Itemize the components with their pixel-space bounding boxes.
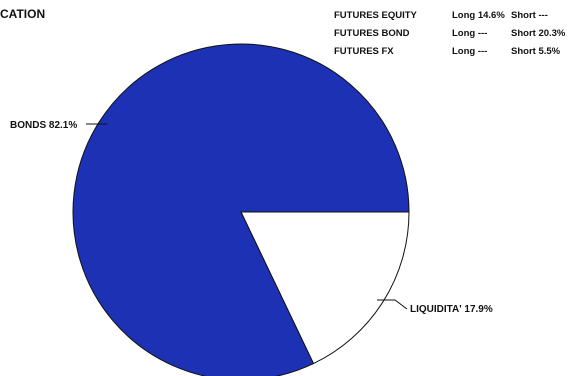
- futures-row-long: Long ---: [452, 28, 487, 39]
- futures-row-long: Long 14.6%: [452, 10, 505, 21]
- slice-label: LIQUIDITA' 17.9%: [410, 304, 493, 315]
- slice-label-liquidita: LIQUIDITA' 17.9%: [377, 299, 493, 315]
- futures-row-long: Long ---: [452, 46, 487, 57]
- futures-row-name: FUTURES FX: [334, 46, 394, 57]
- chart-title: CATION: [0, 7, 45, 21]
- pie-slices: [72, 43, 410, 376]
- pie-slice-bonds: [72, 43, 410, 376]
- futures-row-short: Short ---: [511, 10, 548, 21]
- futures-row-short: Short 20.3%: [511, 28, 566, 39]
- slice-label: BONDS 82.1%: [10, 120, 77, 131]
- futures-table: FUTURES EQUITY Long 14.6% Short --- FUTU…: [334, 10, 566, 57]
- slice-label-bonds: BONDS 82.1%: [10, 120, 107, 131]
- futures-row-short: Short 5.5%: [511, 46, 561, 57]
- futures-row-name: FUTURES EQUITY: [334, 10, 418, 21]
- futures-row-name: FUTURES BOND: [334, 28, 410, 39]
- leader-line: [377, 299, 408, 310]
- pie-slice-liquidita: [240, 211, 410, 365]
